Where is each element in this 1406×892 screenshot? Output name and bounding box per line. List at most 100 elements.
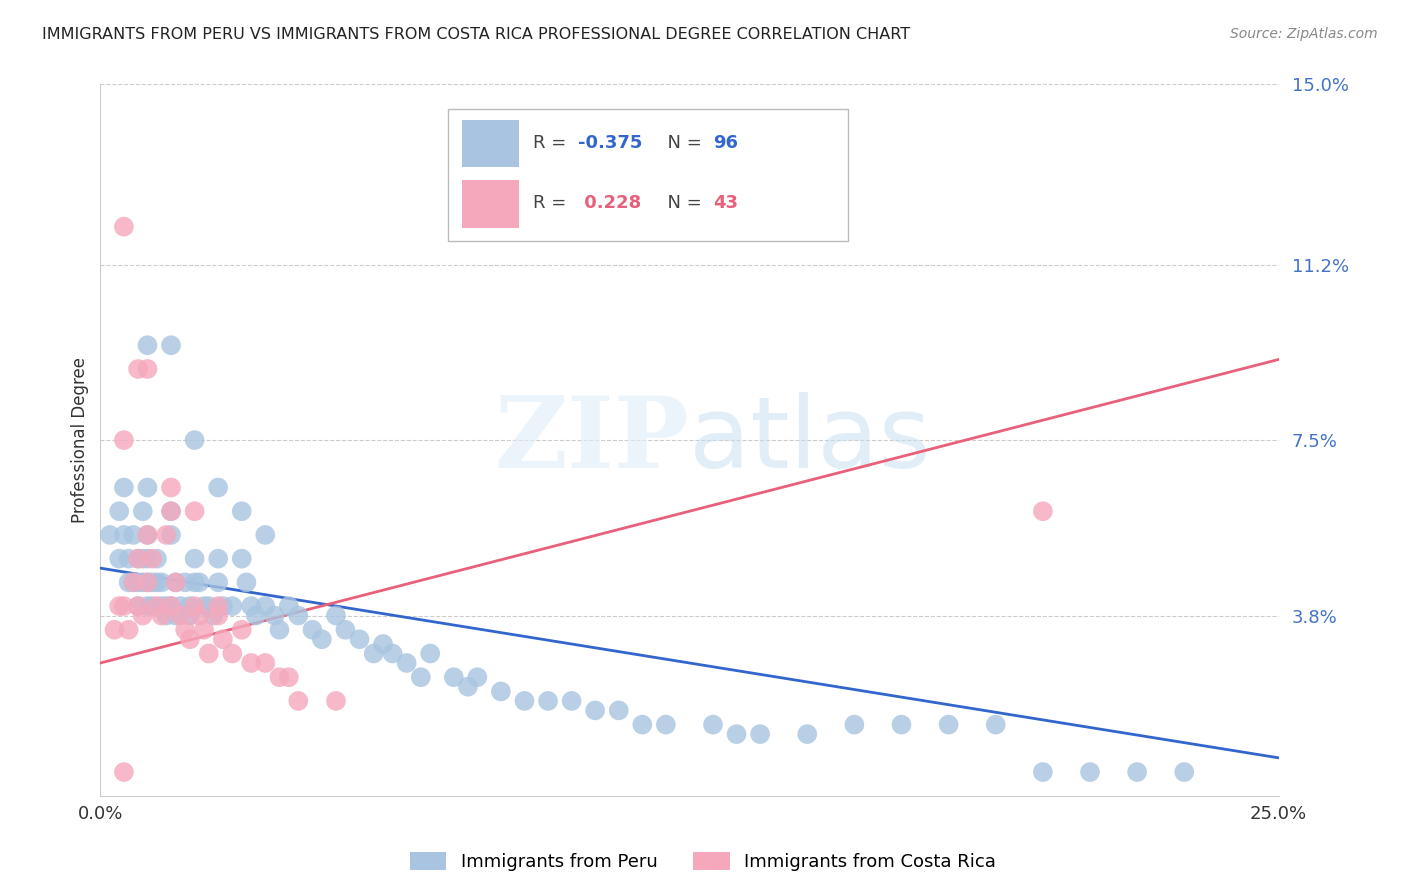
Point (136, 575, 159, 590)
Point (132, 504, 155, 518)
Point (655, 717, 678, 731)
Text: Source: ZipAtlas.com: Source: ZipAtlas.com (1230, 27, 1378, 41)
Point (207, 599, 229, 613)
Text: N =: N = (657, 134, 709, 152)
Point (112, 481, 135, 495)
Point (117, 575, 139, 590)
Point (136, 528, 159, 542)
Point (844, 717, 866, 731)
Point (127, 362, 149, 376)
Point (169, 599, 191, 613)
Point (112, 219, 135, 234)
Point (607, 703, 630, 717)
Point (165, 575, 187, 590)
Legend: Immigrants from Peru, Immigrants from Costa Rica: Immigrants from Peru, Immigrants from Co… (404, 845, 1002, 879)
Point (231, 504, 253, 518)
Text: 96: 96 (713, 134, 738, 152)
Point (160, 504, 183, 518)
Point (938, 717, 960, 731)
Point (193, 599, 215, 613)
Text: N =: N = (657, 194, 709, 212)
Point (395, 656, 418, 670)
Point (325, 694, 347, 708)
Point (269, 670, 291, 684)
Point (127, 599, 149, 613)
Point (112, 599, 135, 613)
Point (1173, 765, 1195, 780)
Point (409, 670, 432, 684)
Point (136, 362, 159, 376)
Point (254, 528, 277, 542)
Point (150, 575, 173, 590)
Point (117, 623, 139, 637)
Point (127, 551, 149, 566)
Point (136, 338, 159, 352)
Point (169, 608, 191, 623)
Point (141, 599, 163, 613)
Point (155, 599, 177, 613)
Point (240, 599, 263, 613)
Point (583, 703, 606, 717)
Point (513, 694, 536, 708)
Point (254, 599, 277, 613)
Point (197, 647, 219, 661)
Point (127, 599, 149, 613)
Point (122, 528, 145, 542)
Point (202, 608, 225, 623)
Point (702, 717, 724, 731)
Point (136, 528, 159, 542)
Point (287, 694, 309, 708)
Point (207, 481, 229, 495)
Point (174, 623, 197, 637)
Point (363, 647, 385, 661)
Point (301, 623, 323, 637)
Point (371, 637, 394, 651)
Point (160, 504, 183, 518)
Point (207, 575, 229, 590)
Point (122, 575, 145, 590)
Point (1032, 504, 1054, 518)
Point (146, 575, 169, 590)
Point (254, 656, 277, 670)
Text: -0.375: -0.375 (578, 134, 643, 152)
Point (127, 551, 149, 566)
Point (725, 727, 748, 741)
Point (122, 575, 145, 590)
Point (188, 575, 211, 590)
Point (146, 599, 169, 613)
Text: 0.228: 0.228 (578, 194, 641, 212)
Point (240, 656, 263, 670)
FancyBboxPatch shape (463, 180, 519, 227)
Point (443, 670, 465, 684)
Text: R =: R = (533, 134, 572, 152)
Point (136, 575, 159, 590)
Point (349, 632, 371, 647)
Point (467, 670, 489, 684)
Point (183, 433, 205, 447)
Point (150, 608, 173, 623)
Point (117, 551, 139, 566)
Point (207, 551, 229, 566)
Point (221, 599, 243, 613)
Point (269, 623, 291, 637)
Point (146, 551, 169, 566)
Point (136, 599, 159, 613)
Point (537, 694, 560, 708)
Point (197, 599, 219, 613)
Point (277, 670, 299, 684)
Point (155, 608, 177, 623)
Point (457, 680, 479, 694)
Point (160, 599, 183, 613)
Point (561, 694, 583, 708)
Point (796, 727, 818, 741)
Point (263, 608, 285, 623)
Text: ZIP: ZIP (495, 392, 689, 489)
Point (631, 717, 654, 731)
Point (112, 765, 135, 780)
Point (165, 575, 187, 590)
Point (108, 504, 131, 518)
Point (127, 575, 149, 590)
Y-axis label: Professional Degree: Professional Degree (72, 357, 89, 523)
Point (235, 575, 257, 590)
Point (749, 727, 772, 741)
